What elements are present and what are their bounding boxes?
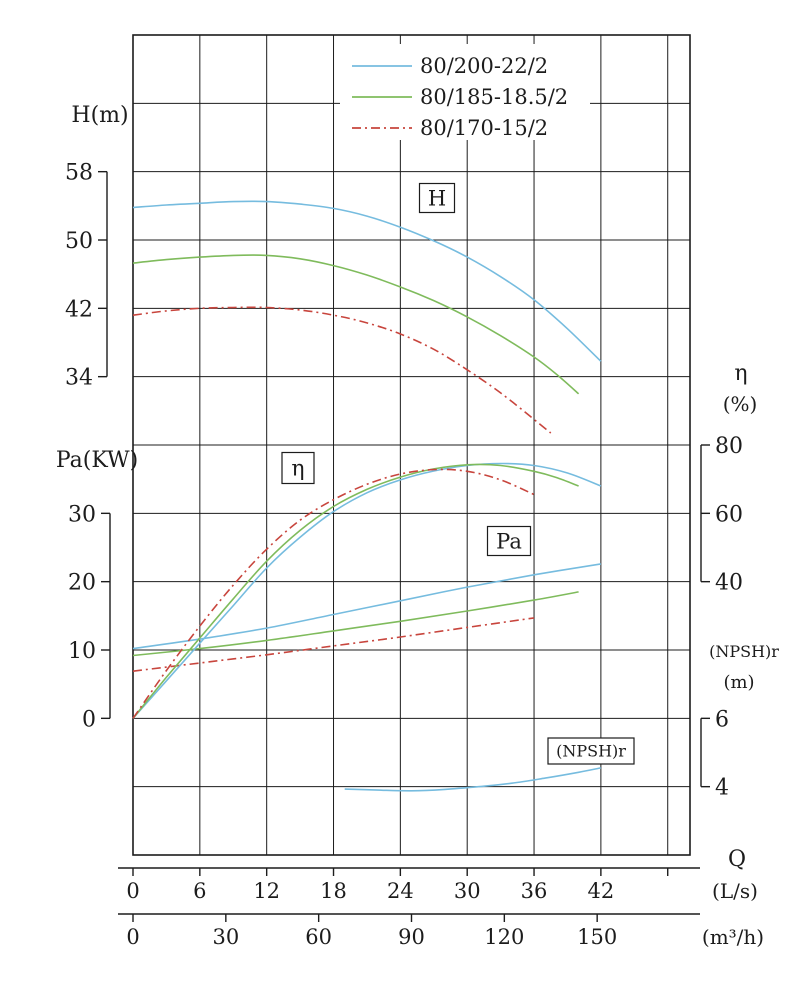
- ls-unit-label: (L/s): [712, 879, 758, 903]
- npsh-curve: [344, 767, 602, 792]
- pa-tick-label: 20: [68, 571, 96, 596]
- eta-curve: [132, 468, 535, 719]
- h-curve-label-box: [418, 182, 456, 214]
- npshr-curve-label-box: [547, 737, 635, 765]
- eta-tick-label: 80: [715, 434, 743, 459]
- m3h-tick-label: 30: [212, 925, 239, 949]
- plot-border: [132, 34, 691, 856]
- legend-label: 80/200-22/2: [420, 54, 548, 78]
- ls-tick-label: 30: [454, 879, 481, 903]
- eta-curve-label: η: [291, 457, 304, 482]
- eta-curve: [132, 462, 602, 719]
- h-curve: [132, 254, 580, 395]
- h-curve-label: H: [428, 186, 446, 210]
- ls-tick-label: 36: [521, 879, 548, 903]
- pa-curve-label: Pa: [496, 529, 522, 553]
- pa-curve: [132, 591, 579, 657]
- m3h-tick-label: 60: [305, 925, 332, 949]
- legend-label: 80/170-15/2: [420, 116, 548, 140]
- h-curve: [132, 306, 552, 434]
- h-tick-label: 50: [65, 229, 93, 254]
- h-tick-label: 58: [65, 161, 93, 186]
- npshr-axis-unit: (m): [723, 672, 754, 693]
- m3h-tick-label: 120: [484, 925, 524, 949]
- pa-tick-label: 0: [82, 707, 96, 732]
- ls-tick-label: 6: [193, 879, 206, 903]
- npshr-curve-label: (NPSH)r: [556, 742, 626, 761]
- pa-axis-title: Pa(KW): [56, 448, 138, 473]
- ls-tick-label: 12: [253, 879, 280, 903]
- m3h-unit-label: (m³/h): [702, 925, 764, 949]
- h-tick-label: 34: [65, 366, 93, 391]
- pa-tick-label: 10: [68, 639, 96, 664]
- pa-tick-label: 30: [68, 502, 96, 527]
- eta-curve: [132, 463, 579, 719]
- h-tick-label: 42: [65, 297, 93, 322]
- eta-tick-label: 60: [715, 502, 743, 527]
- m3h-tick-label: 0: [126, 925, 139, 949]
- pa-curve: [132, 563, 602, 650]
- legend-label: 80/185-18.5/2: [420, 85, 568, 109]
- pa-curve-label-box: [486, 525, 532, 557]
- h-curve: [132, 200, 602, 362]
- m3h-tick-label: 150: [577, 925, 617, 949]
- ls-tick-label: 42: [588, 879, 615, 903]
- pa-curve: [132, 617, 535, 672]
- npsh-tick-label: 6: [715, 707, 729, 732]
- eta-curve-label-box: [281, 451, 315, 485]
- ls-tick-label: 24: [387, 879, 414, 903]
- h-axis-title: H(m): [71, 103, 128, 128]
- eta-axis-title: η: [734, 361, 747, 386]
- npshr-axis-title: (NPSH)r: [709, 642, 779, 661]
- q-axis-title: Q: [728, 847, 746, 872]
- ls-tick-label: 0: [126, 879, 139, 903]
- eta-axis-unit: (%): [723, 392, 758, 416]
- legend-background: [340, 44, 590, 140]
- npsh-tick-label: 4: [715, 776, 729, 801]
- eta-tick-label: 40: [715, 571, 743, 596]
- ls-tick-label: 18: [320, 879, 347, 903]
- m3h-tick-label: 90: [398, 925, 425, 949]
